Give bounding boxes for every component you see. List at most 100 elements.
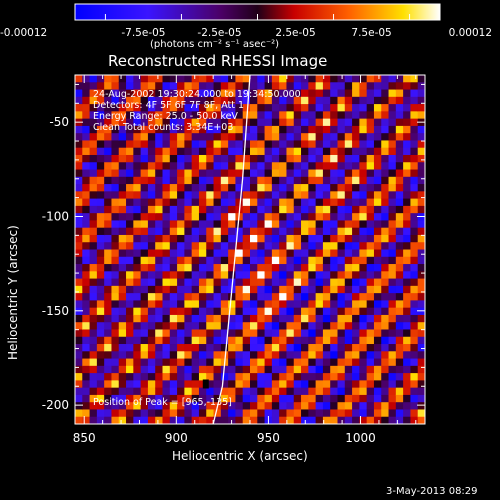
heatmap-cell xyxy=(75,344,83,352)
heatmap-cell xyxy=(250,293,258,301)
heatmap-cell xyxy=(381,234,390,243)
heatmap-cell xyxy=(388,300,397,309)
heatmap-cell xyxy=(381,300,390,309)
heatmap-cell xyxy=(228,394,237,403)
heatmap-cell xyxy=(235,184,244,192)
heatmap-cell xyxy=(359,307,368,316)
heatmap-cell xyxy=(140,358,149,367)
heatmap-cell xyxy=(213,104,222,112)
heatmap-cell xyxy=(104,336,113,345)
heatmap-cell xyxy=(169,322,178,331)
heatmap-cell xyxy=(169,314,178,323)
heatmap-cell xyxy=(162,82,171,91)
heatmap-cell xyxy=(301,373,309,381)
heatmap-cell xyxy=(301,264,309,272)
heatmap-cell xyxy=(373,154,382,163)
heatmap-cell xyxy=(235,191,244,200)
heatmap-cell xyxy=(118,111,127,120)
heatmap-cell xyxy=(213,118,222,127)
heatmap-cell xyxy=(293,358,302,367)
heatmap-cell xyxy=(82,380,91,389)
heatmap-cell xyxy=(410,169,419,178)
heatmap-cell xyxy=(301,307,309,316)
heatmap-cell xyxy=(147,118,156,127)
heatmap-cell xyxy=(111,169,120,178)
heatmap-cell xyxy=(250,176,258,185)
heatmap-cell xyxy=(381,329,390,338)
heatmap-cell xyxy=(177,89,185,98)
heatmap-cell xyxy=(220,373,229,381)
heatmap-cell xyxy=(373,249,382,258)
heatmap-cell xyxy=(366,307,375,316)
heatmap-cell xyxy=(206,154,215,163)
heatmap-cell xyxy=(96,89,105,98)
heatmap-cell xyxy=(417,271,425,280)
heatmap-cell xyxy=(82,264,91,272)
heatmap-cell xyxy=(286,227,295,236)
heatmap-cell xyxy=(198,118,207,127)
heatmap-cell xyxy=(206,373,215,381)
heatmap-cell xyxy=(235,140,244,149)
heatmap-cell xyxy=(388,213,397,222)
heatmap-cell xyxy=(373,205,382,214)
heatmap-cell xyxy=(271,307,280,316)
heatmap-cell xyxy=(257,111,266,120)
heatmap-cell xyxy=(140,162,149,171)
heatmap-cell xyxy=(89,285,98,294)
heatmap-cell xyxy=(315,191,324,200)
x-tick-label: 900 xyxy=(165,431,188,445)
heatmap-cell xyxy=(111,140,120,149)
heatmap-cell xyxy=(403,358,412,367)
heatmap-cell xyxy=(177,133,185,142)
heatmap-cell xyxy=(373,198,382,207)
heatmap-cell xyxy=(220,249,229,258)
heatmap-cell xyxy=(147,140,156,149)
heatmap-cell xyxy=(359,344,368,352)
heatmap-cell xyxy=(118,394,127,403)
heatmap-cell xyxy=(417,104,425,112)
heatmap-cell xyxy=(315,118,324,127)
heatmap-cell xyxy=(162,96,171,105)
heatmap-cell xyxy=(279,285,288,294)
heatmap-cell xyxy=(162,278,171,287)
heatmap-cell xyxy=(264,111,273,120)
heatmap-cell xyxy=(162,162,171,171)
heatmap-cell xyxy=(395,234,404,243)
heatmap-cell xyxy=(75,278,83,287)
heatmap-cell xyxy=(184,380,193,389)
heatmap-cell xyxy=(301,365,309,374)
heatmap-cell xyxy=(242,264,251,272)
heatmap-cell xyxy=(184,358,193,367)
heatmap-cell xyxy=(184,104,193,112)
heatmap-cell xyxy=(82,176,91,185)
heatmap-cell xyxy=(228,293,237,301)
heatmap-cell xyxy=(206,336,215,345)
heatmap-cell xyxy=(308,387,317,396)
heatmap-cell xyxy=(235,409,244,418)
heatmap-cell xyxy=(315,162,324,171)
heatmap-cell xyxy=(133,227,142,236)
heatmap-cell xyxy=(140,271,149,280)
heatmap-cell xyxy=(177,184,185,192)
heatmap-cell xyxy=(403,140,412,149)
heatmap-cell xyxy=(162,314,171,323)
heatmap-cell xyxy=(286,82,295,91)
heatmap-cell xyxy=(301,387,309,396)
heatmap-cell xyxy=(257,162,266,171)
heatmap-cell xyxy=(388,234,397,243)
heatmap-cell xyxy=(242,249,251,258)
heatmap-cell xyxy=(89,402,98,411)
heatmap-cell xyxy=(264,329,273,338)
heatmap-cell xyxy=(373,169,382,178)
heatmap-cell xyxy=(271,329,280,338)
heatmap-cell xyxy=(417,96,425,105)
heatmap-cell xyxy=(308,169,317,178)
heatmap-cell xyxy=(126,111,134,120)
heatmap-cell xyxy=(82,205,91,214)
heatmap-cell xyxy=(206,82,215,91)
heatmap-cell xyxy=(155,198,164,207)
heatmap-cell xyxy=(198,387,207,396)
heatmap-cell xyxy=(381,169,390,178)
heatmap-cell xyxy=(417,380,425,389)
heatmap-cell xyxy=(250,271,258,280)
